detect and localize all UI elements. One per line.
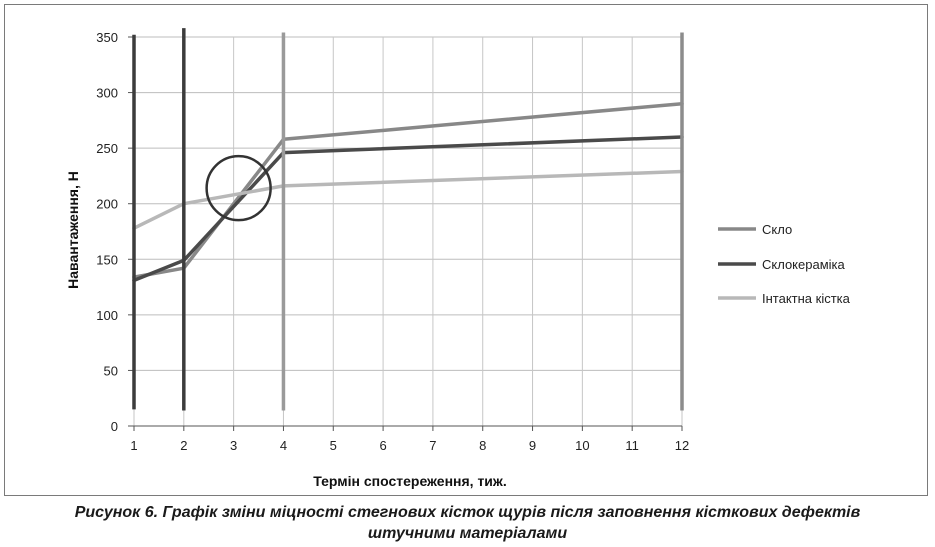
- series-line: [132, 169, 684, 230]
- y-tick-label: 300: [96, 86, 118, 101]
- legend-label: Скло: [762, 222, 792, 237]
- x-tick-label: 6: [379, 438, 386, 453]
- x-tick-label: 10: [575, 438, 589, 453]
- chart-frame: [4, 4, 928, 496]
- series-line: [132, 135, 684, 283]
- y-tick-label: 250: [96, 141, 118, 156]
- x-axis-title: Термін спостереження, тиж.: [313, 473, 506, 489]
- figure-caption: Рисунок 6. Графік зміни міцності стегнов…: [0, 502, 935, 544]
- x-tick-label: 2: [180, 438, 187, 453]
- x-tick-label: 7: [429, 438, 436, 453]
- caption-line-2: штучними матеріалами: [367, 525, 568, 542]
- annotations: [205, 154, 272, 222]
- x-tick-label: 3: [230, 438, 237, 453]
- x-tick-label: 1: [130, 438, 137, 453]
- series-lines: [132, 101, 684, 283]
- x-tick-label: 9: [529, 438, 536, 453]
- y-tick-label: 0: [111, 419, 118, 434]
- grid: [133, 36, 683, 427]
- marker-lines: [132, 28, 684, 411]
- y-tick-label: 50: [104, 363, 118, 378]
- series-line: [132, 101, 684, 279]
- x-tick-label: 4: [280, 438, 287, 453]
- y-tick-label: 100: [96, 308, 118, 323]
- legend-label: Склокераміка: [762, 257, 846, 272]
- x-tick-label: 8: [479, 438, 486, 453]
- y-tick-label: 350: [96, 30, 118, 45]
- x-tick-label: 12: [675, 438, 689, 453]
- circle-annotation: [205, 154, 272, 222]
- x-tick-label: 5: [330, 438, 337, 453]
- caption-line-1: Рисунок 6. Графік зміни міцності стегнов…: [74, 504, 861, 521]
- legend-label: Інтактна кістка: [762, 291, 851, 306]
- x-tick-label: 11: [625, 438, 639, 453]
- y-tick-label: 200: [96, 197, 118, 212]
- y-axis-title: Навантаження, Н: [65, 171, 81, 289]
- legend: Скло Склокераміка Інтактна кістка: [718, 222, 851, 306]
- y-tick-label: 150: [96, 252, 118, 267]
